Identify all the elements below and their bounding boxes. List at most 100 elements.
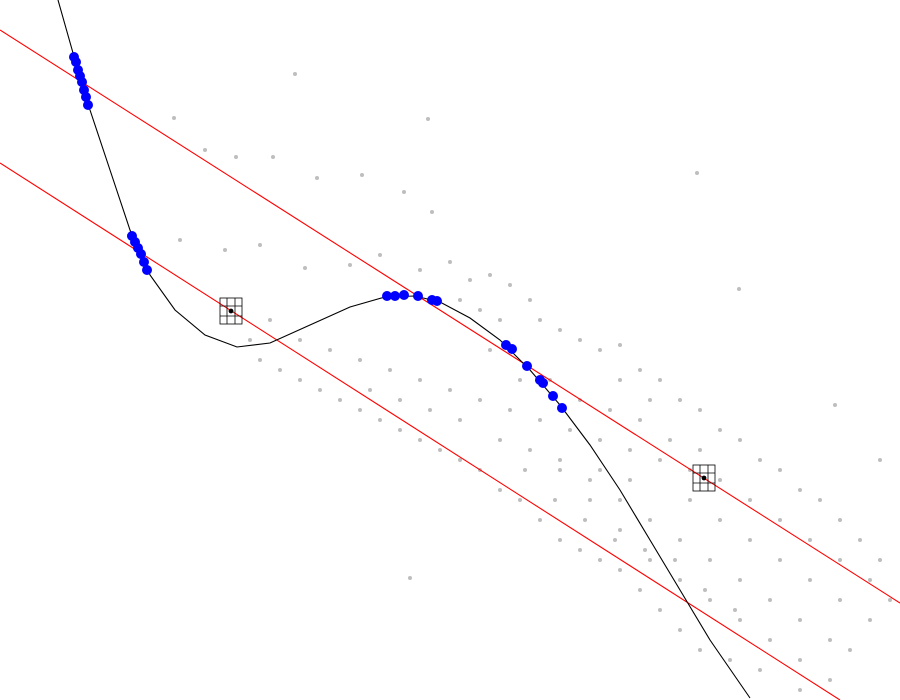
point (488, 348, 492, 352)
point (136, 249, 146, 259)
point (608, 408, 612, 412)
point (81, 92, 91, 102)
point (728, 658, 732, 662)
point (258, 358, 262, 362)
point (548, 391, 558, 401)
point (234, 155, 238, 159)
point (588, 478, 592, 482)
point (618, 378, 622, 382)
point (360, 173, 364, 177)
point (458, 458, 462, 462)
point (498, 438, 502, 442)
point (758, 458, 762, 462)
point (368, 388, 372, 392)
point (695, 171, 699, 175)
point (878, 458, 882, 462)
point (628, 448, 632, 452)
point (878, 558, 882, 562)
point (408, 576, 412, 580)
point (778, 518, 782, 522)
point (478, 308, 482, 312)
point (648, 518, 652, 522)
point (673, 558, 677, 562)
point (688, 498, 692, 502)
point (648, 398, 652, 402)
point (833, 403, 837, 407)
point (638, 368, 642, 372)
crosshair-part (219, 297, 243, 325)
point (558, 458, 562, 462)
point (298, 378, 302, 382)
line (0, 162, 841, 700)
point (522, 361, 532, 371)
point (538, 518, 542, 522)
point (628, 478, 632, 482)
point (378, 418, 382, 422)
point (658, 608, 662, 612)
point (778, 558, 782, 562)
point (733, 608, 737, 612)
point (798, 688, 802, 692)
point (278, 368, 282, 372)
point (315, 176, 319, 180)
point (638, 588, 642, 592)
crosshair (219, 297, 243, 325)
point (508, 283, 512, 287)
point (508, 408, 512, 412)
point (83, 100, 93, 110)
point (588, 498, 592, 502)
point (448, 260, 452, 264)
point (768, 598, 772, 602)
point (838, 598, 842, 602)
point (618, 343, 622, 347)
point (578, 338, 582, 342)
point (438, 448, 442, 452)
point (638, 418, 642, 422)
point (271, 155, 275, 159)
point (718, 478, 722, 482)
point (418, 438, 422, 442)
point (698, 448, 702, 452)
point (748, 498, 752, 502)
crosshair (692, 464, 716, 492)
point (598, 558, 602, 562)
point (658, 458, 662, 462)
point (348, 263, 352, 267)
point (248, 338, 252, 342)
point (448, 388, 452, 392)
point (678, 578, 682, 582)
point (418, 268, 422, 272)
point (71, 57, 81, 67)
crosshair-part (701, 475, 707, 481)
point (818, 498, 822, 502)
point (668, 438, 672, 442)
point (798, 658, 802, 662)
line (57, 0, 751, 699)
point (399, 290, 409, 300)
point (258, 243, 262, 247)
point (142, 265, 152, 275)
point (358, 408, 362, 412)
point (828, 638, 832, 642)
point (678, 398, 682, 402)
point (430, 210, 434, 214)
point (848, 648, 852, 652)
point (737, 287, 741, 291)
point (618, 498, 622, 502)
point (528, 298, 532, 302)
point (402, 190, 406, 194)
point (498, 488, 502, 492)
point (223, 248, 227, 252)
point (538, 318, 542, 322)
point (77, 77, 87, 87)
point (553, 498, 557, 502)
point (748, 538, 752, 542)
point (468, 278, 472, 282)
point (458, 418, 462, 422)
point (868, 618, 872, 622)
point (268, 318, 272, 322)
point (698, 648, 702, 652)
point (518, 378, 522, 382)
point (557, 403, 567, 413)
